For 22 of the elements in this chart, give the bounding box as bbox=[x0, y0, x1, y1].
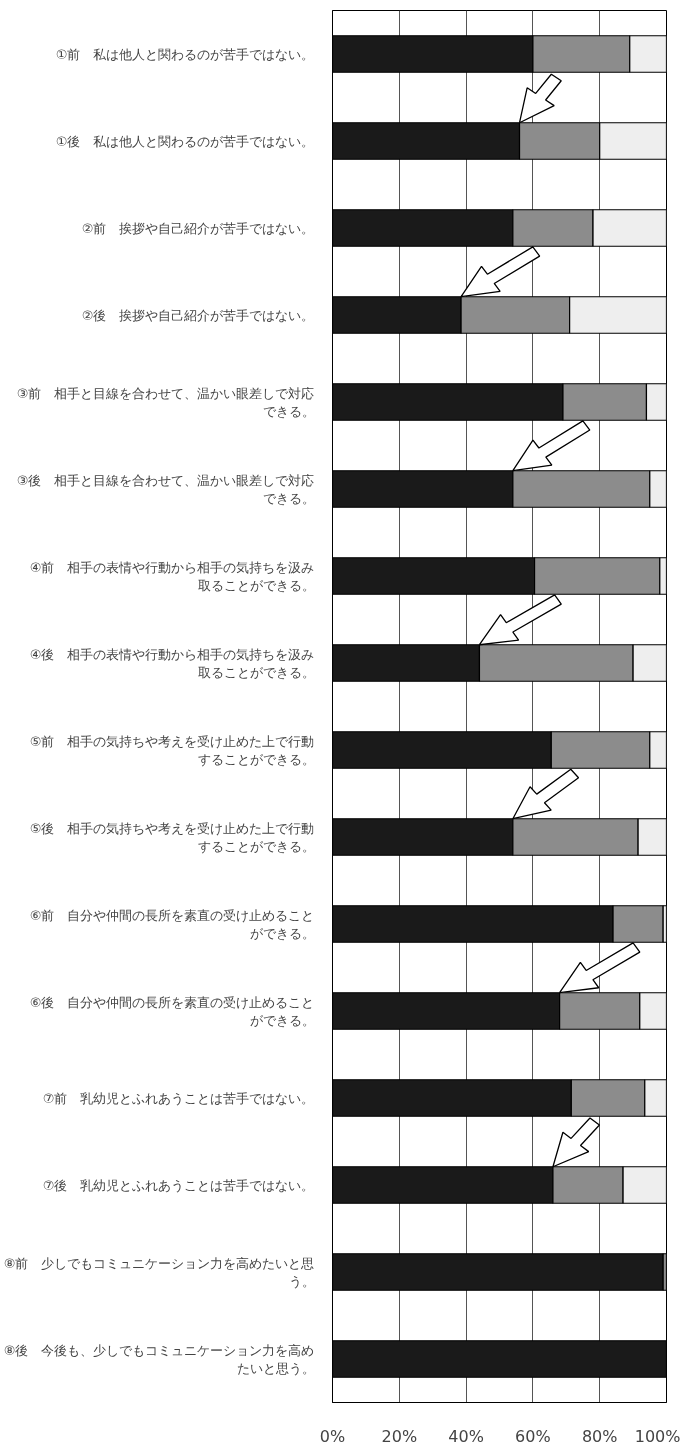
x-tick-label: 100% bbox=[634, 1426, 680, 1446]
y-tick-label: ⑥前 自分や仲間の長所を素直の受け止めることができる。 bbox=[29, 907, 315, 941]
x-tick-label: 60% bbox=[515, 1426, 551, 1446]
y-tick-label: ②前 挨拶や自己紹介が苦手ではない。 bbox=[81, 220, 315, 236]
x-tick-label: 40% bbox=[448, 1426, 484, 1446]
y-tick-label: ⑦後 乳幼児とふれあうことは苦手ではない。 bbox=[42, 1177, 315, 1193]
y-tick-label: ①前 私は他人と関わるのが苦手ではない。 bbox=[55, 46, 315, 62]
y-tick-label: ⑦前 乳幼児とふれあうことは苦手ではない。 bbox=[42, 1090, 315, 1106]
y-tick-label: ⑥後 自分や仲間の長所を素直の受け止めることができる。 bbox=[29, 994, 315, 1028]
x-tick-label: 80% bbox=[581, 1426, 618, 1446]
x-tick-label: 0% bbox=[319, 1426, 346, 1446]
y-tick-label: ④後 相手の表情や行動から相手の気持ちを汲み取ることができる。 bbox=[29, 646, 315, 680]
y-tick-label: ⑧前 少しでもコミュニケーション力を高めたいと思う。 bbox=[3, 1255, 315, 1289]
y-tick-label: ③前 相手と目線を合わせて、温かい眼差しで対応できる。 bbox=[16, 385, 315, 419]
y-tick-label: ②後 挨拶や自己紹介が苦手ではない。 bbox=[81, 307, 315, 323]
y-tick-label: ⑧後 今後も、少しでもコミュニケーション力を高めたいと思う。 bbox=[3, 1342, 315, 1376]
x-tick-label: 20% bbox=[381, 1426, 418, 1446]
y-tick-label: ⑤後 相手の気持ちや考えを受け止めた上で行動することができる。 bbox=[29, 820, 315, 854]
y-tick-label: ④前 相手の表情や行動から相手の気持ちを汲み取ることができる。 bbox=[29, 559, 315, 593]
y-tick-label: ⑤前 相手の気持ちや考えを受け止めた上で行動することができる。 bbox=[29, 733, 315, 767]
y-tick-label: ③後 相手と目線を合わせて、温かい眼差しで対応できる。 bbox=[16, 472, 315, 506]
y-tick-label: ①後 私は他人と関わるのが苦手ではない。 bbox=[55, 133, 315, 149]
